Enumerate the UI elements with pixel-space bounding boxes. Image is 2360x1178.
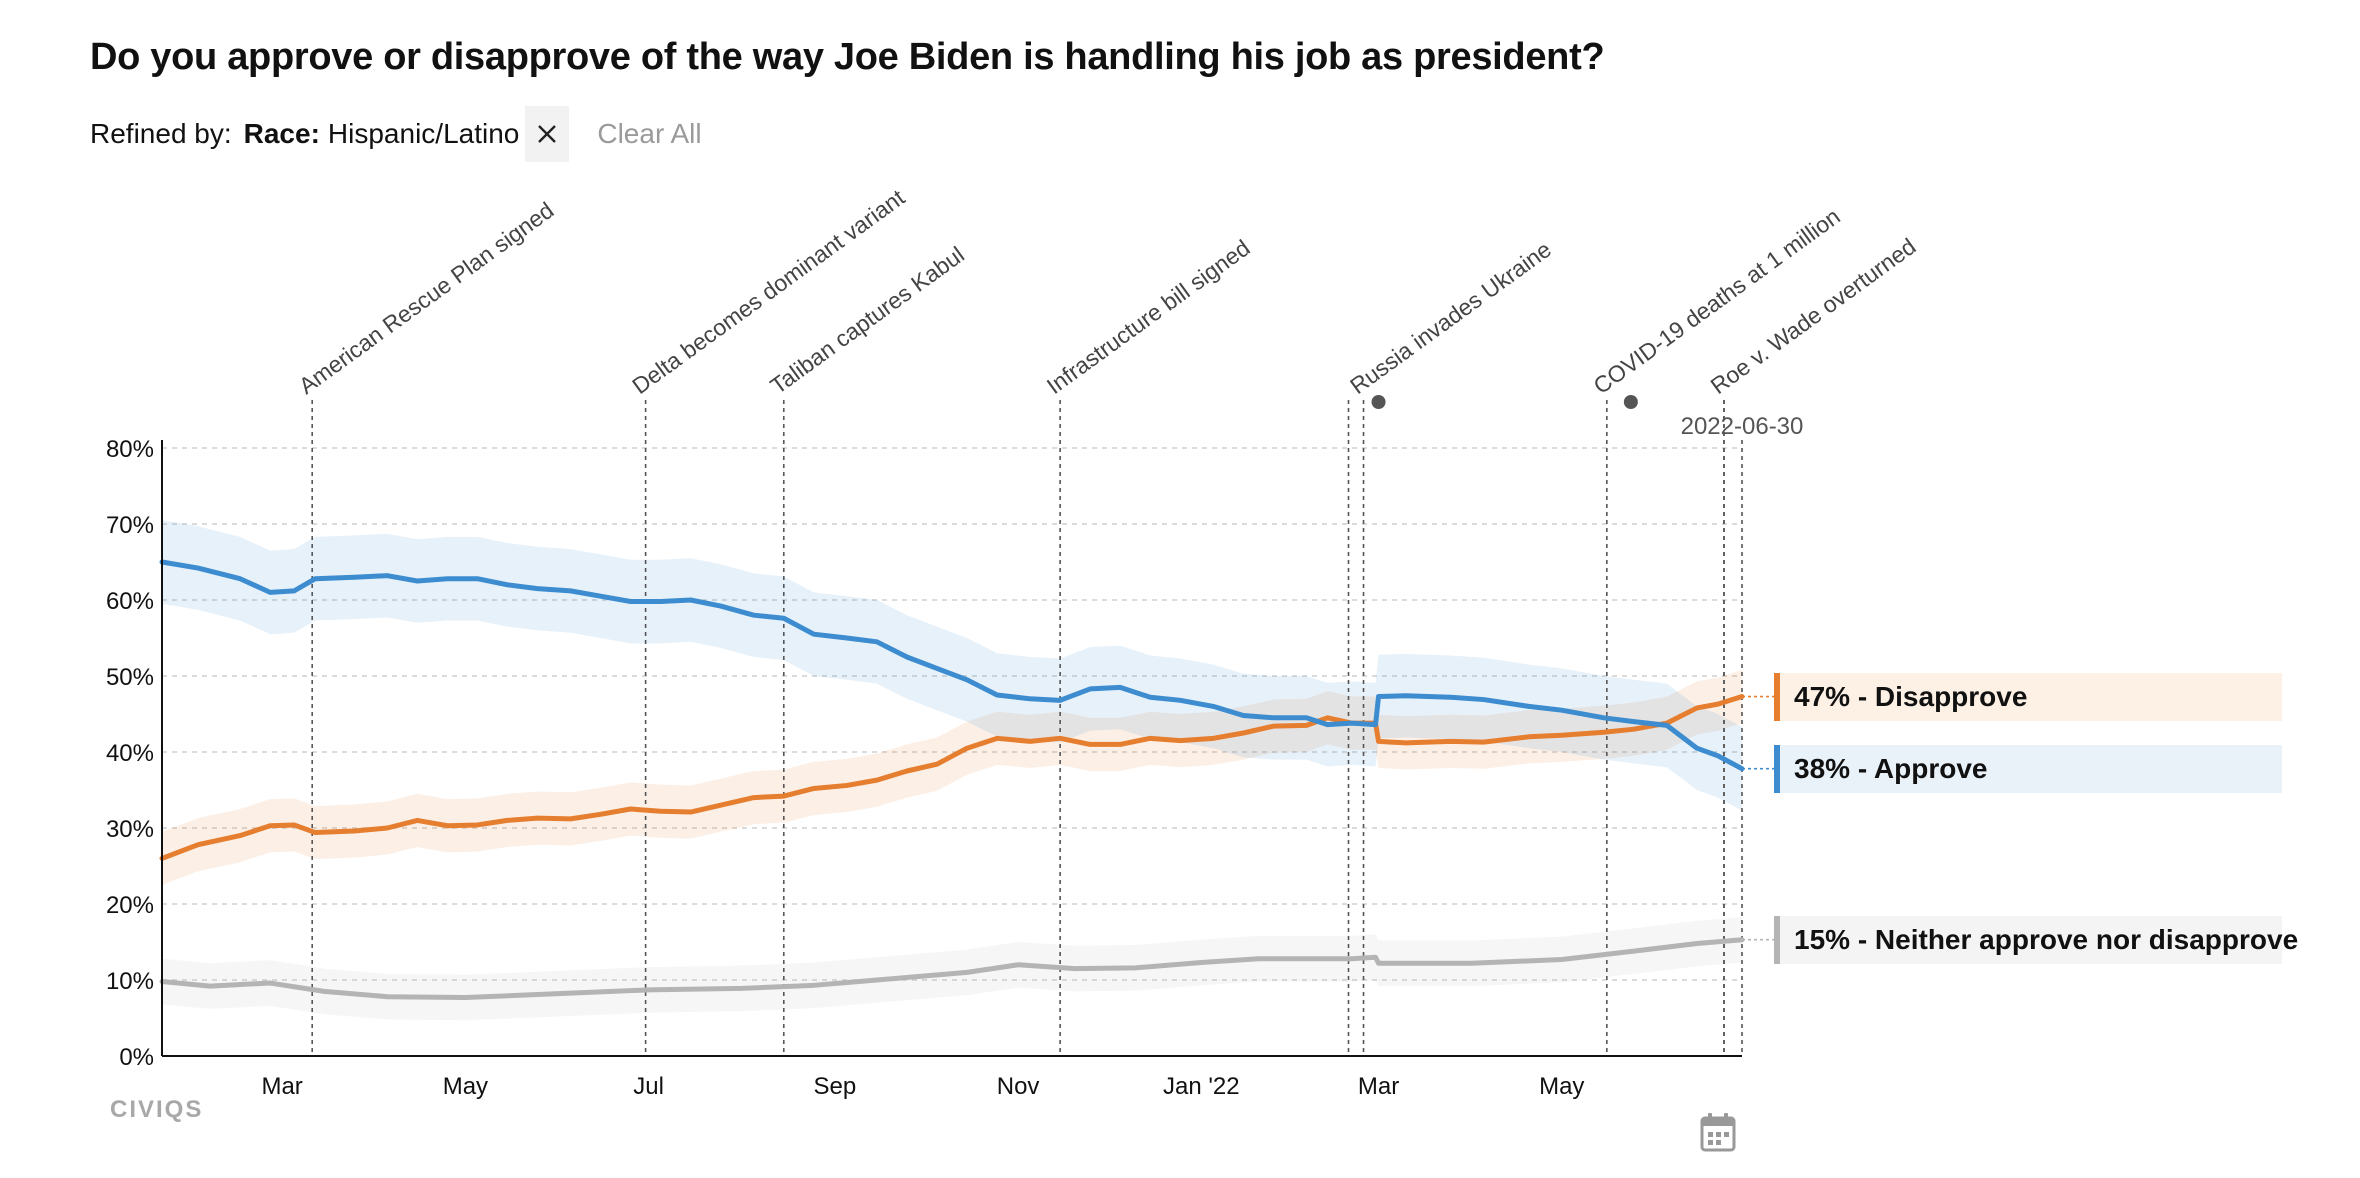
event-marker — [1623, 395, 1638, 409]
event-label: American Rescue Plan signed — [294, 197, 559, 399]
series-line-approve — [159, 559, 1745, 772]
close-icon[interactable] — [525, 106, 570, 162]
current-date-label: 2022-06-30 — [1681, 413, 1804, 440]
series-line-disapprove — [159, 694, 1745, 861]
axes: 0% 10% 20% 30% 40% 50% 60% 70% 80% Mar May Jul Sep No… — [106, 436, 1742, 1100]
legend-disapprove: 47% - Disapprove — [1774, 672, 2282, 721]
y-tick-label: 50% — [106, 664, 154, 691]
confidence-bands — [162, 520, 1742, 1021]
x-tick-label: Nov — [997, 1073, 1040, 1100]
legend-approve: 38% - Approve — [1774, 744, 2282, 793]
x-tick-label: Mar — [1358, 1073, 1399, 1100]
x-tick-label: Sep — [814, 1073, 857, 1100]
y-tick-label: 30% — [106, 816, 154, 843]
chart-title: Do you approve or disapprove of the way … — [90, 36, 1605, 78]
series-lines — [159, 559, 1745, 1000]
y-tick-label: 0% — [119, 1044, 154, 1071]
event-label: Russia invades Ukraine — [1345, 236, 1556, 399]
civiqs-logo: CIVIQS — [110, 1096, 204, 1123]
legend-neither: 15% - Neither approve nor disapprove — [1774, 915, 2298, 964]
filter-bar: Refined by: Race: Hispanic/Latino Clear … — [90, 106, 702, 162]
y-tick-label: 80% — [106, 436, 154, 463]
x-tick-label: May — [443, 1073, 488, 1100]
calendar-icon[interactable] — [1700, 1112, 1736, 1152]
event-label: Delta becomes dominant variant — [627, 184, 910, 399]
y-tick-label: 60% — [106, 588, 154, 615]
legend-connectors — [1742, 695, 1774, 941]
y-tick-label: 20% — [106, 892, 154, 919]
series-line-neither — [159, 937, 1745, 1000]
y-tick-label: 10% — [106, 968, 154, 995]
clear-all-button[interactable]: Clear All — [597, 118, 702, 149]
event-marker — [1371, 395, 1386, 409]
filter-chip-value: Hispanic/Latino — [327, 118, 520, 149]
confidence-band-approve — [162, 520, 1742, 811]
x-tick-label: May — [1539, 1073, 1584, 1100]
confidence-band-neither — [162, 916, 1742, 1021]
filter-chip-key: Race: — [243, 118, 320, 149]
event-label: Roe v. Wade overturned — [1706, 233, 1921, 399]
event-label: Infrastructure bill signed — [1042, 234, 1255, 399]
x-tick-label: Jul — [633, 1073, 664, 1100]
x-tick-label: Jan '22 — [1163, 1073, 1240, 1100]
refined-by-label: Refined by: — [90, 118, 232, 149]
y-tick-label: 40% — [106, 740, 154, 767]
y-tick-label: 70% — [106, 512, 154, 539]
x-tick-label: Mar — [261, 1073, 302, 1100]
